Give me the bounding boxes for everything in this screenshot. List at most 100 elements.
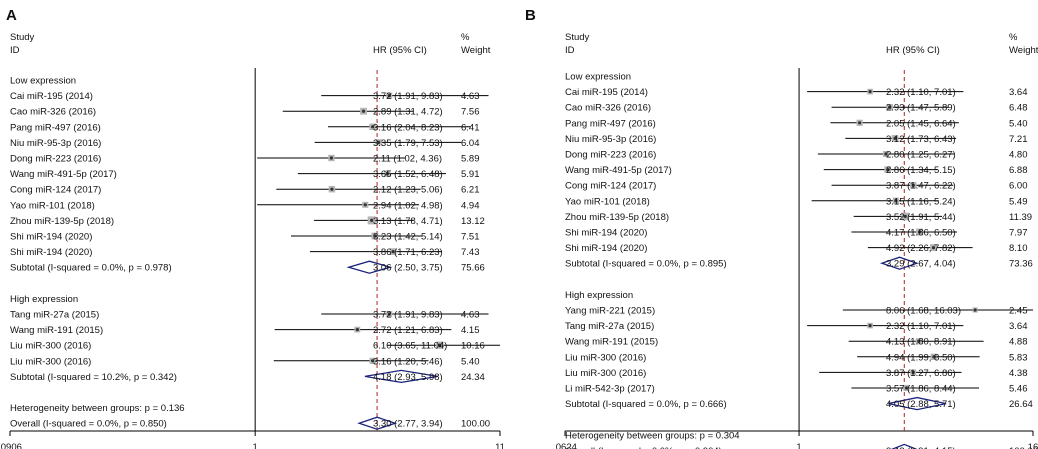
- subtotal-hr-ci: 4.05 (2.88, 5.71): [886, 399, 956, 410]
- study-label: Wang miR-191 (2015): [565, 337, 658, 348]
- header-weight: Weight: [1009, 45, 1038, 56]
- study-weight: 5.89: [461, 154, 480, 165]
- study-point: [868, 90, 872, 94]
- subtotal-label: Subtotal (I-squared = 0.0%, p = 0.978): [10, 263, 172, 274]
- x-tick-label: .0624: [553, 442, 577, 449]
- study-weight: 11.39: [1009, 212, 1032, 223]
- study-hr-ci: 3.72 (1.91, 9.83): [373, 310, 443, 321]
- study-label: Cong miR-124 (2017): [565, 181, 656, 192]
- study-label: Wang miR-491-5p (2017): [10, 169, 117, 180]
- panel-label: A: [6, 7, 17, 24]
- study-weight: 5.46: [1009, 384, 1028, 395]
- header-id: ID: [10, 45, 20, 56]
- forest-plot-b-svg: B Study ID HR (95% CI)% Weight .0624 1 16 Low ex…: [525, 7, 1038, 449]
- x-tick-label: 1: [796, 442, 801, 449]
- study-weight: 5.91: [461, 169, 480, 180]
- forest-plot-panel-a: A Study ID HR (95% CI)% Weight .0906 1 11 Low ex…: [0, 7, 505, 449]
- study-weight: 6.21: [461, 185, 480, 196]
- overall-weight: 100.00: [461, 419, 490, 430]
- subtotal-weight: 75.66: [461, 263, 485, 274]
- x-tick-label: 1: [253, 442, 258, 449]
- group-title: High expression: [565, 290, 633, 301]
- study-label: Tang miR-27a (2015): [10, 310, 99, 321]
- study-hr-ci: 2.80 (1.25, 6.27): [886, 150, 956, 161]
- study-weight: 5.49: [1009, 196, 1028, 207]
- study-label: Li miR-542-3p (2017): [565, 384, 655, 395]
- study-point: [370, 218, 374, 222]
- overall-weight: 100.00: [1009, 446, 1038, 449]
- study-hr-ci: 3.13 (1.78, 4.71): [373, 216, 443, 227]
- study-point: [868, 324, 872, 328]
- study-hr-ci: 2.12 (1.23, 5.06): [373, 185, 443, 196]
- study-hr-ci: 4.94 (1.99, 8.50): [886, 352, 956, 363]
- study-point: [911, 370, 915, 374]
- study-label: Cai miR-195 (2014): [10, 91, 93, 102]
- study-hr-ci: 3.72 (1.91, 9.83): [373, 91, 443, 102]
- study-point: [884, 152, 888, 156]
- subtotal-label: Subtotal (I-squared = 10.2%, p = 0.342): [10, 372, 177, 383]
- subtotal-weight: 26.64: [1009, 399, 1033, 410]
- study-point: [438, 343, 442, 347]
- study-hr-ci: 3.87 (1.47, 6.22): [886, 181, 956, 192]
- study-hr-ci: 2.11 (1.02, 4.36): [373, 154, 442, 165]
- study-label: Pang miR-497 (2016): [565, 118, 656, 129]
- study-weight: 7.56: [461, 107, 480, 118]
- study-hr-ci: 3.87 (1.27, 6.86): [886, 368, 956, 379]
- study-weight: 4.63: [461, 91, 480, 102]
- study-point: [391, 250, 395, 254]
- overall-label: Overall (I-squared = 0.0%, p = 0.904): [565, 446, 722, 449]
- subtotal-label: Subtotal (I-squared = 0.0%, p = 0.895): [565, 259, 727, 270]
- overall-hr-ci: 3.30 (2.77, 3.94): [373, 419, 443, 430]
- study-point: [886, 168, 890, 172]
- study-label: Shi miR-194 (2020): [565, 243, 647, 254]
- study-hr-ci: 3.12 (1.73, 6.43): [886, 134, 956, 145]
- study-label: Liu miR-300 (2016): [565, 368, 646, 379]
- subtotal-hr-ci: 3.06 (2.50, 3.75): [373, 263, 443, 274]
- study-label: Cai miR-195 (2014): [565, 87, 648, 98]
- study-weight: 6.88: [1009, 165, 1028, 176]
- study-hr-ci: 2.72 (1.21, 6.83): [373, 325, 443, 336]
- overall-diamond: [357, 416, 398, 430]
- study-label: Yao miR-101 (2018): [565, 196, 650, 207]
- subtotal-diamond: [888, 396, 947, 411]
- subtotal-hr-ci: 4.18 (2.93, 5.98): [373, 372, 443, 383]
- study-label: Cao miR-326 (2016): [565, 103, 651, 114]
- study-label: Tang miR-27a (2015): [565, 321, 654, 332]
- study-weight: 4.63: [461, 310, 480, 321]
- study-label: Wang miR-191 (2015): [10, 325, 103, 336]
- study-label: Dong miR-223 (2016): [10, 154, 101, 165]
- study-weight: 7.21: [1009, 134, 1028, 145]
- study-weight: 4.94: [461, 200, 480, 211]
- study-label: Niu miR-95-3p (2016): [10, 138, 101, 149]
- study-weight: 5.40: [461, 356, 480, 367]
- study-hr-ci: 3.35 (1.79, 7.53): [373, 138, 443, 149]
- study-weight: 8.10: [1009, 243, 1028, 254]
- study-weight: 5.83: [1009, 352, 1028, 363]
- study-weight: 6.41: [461, 122, 480, 133]
- study-point: [894, 199, 898, 203]
- study-weight: 3.64: [1009, 321, 1028, 332]
- study-weight: 5.40: [1009, 118, 1028, 129]
- study-label: Shi miR-194 (2020): [565, 228, 647, 239]
- study-point: [330, 187, 334, 191]
- study-label: Yang miR-221 (2015): [565, 306, 655, 317]
- group-title: High expression: [10, 294, 78, 305]
- study-hr-ci: 4.92 (2.26, 7.82): [886, 243, 956, 254]
- study-weight: 4.80: [1009, 150, 1028, 161]
- header-study: Study: [10, 32, 35, 43]
- overall-label: Overall (I-squared = 0.0%, p = 0.850): [10, 419, 167, 430]
- header-hr: HR (95% CI): [373, 45, 427, 56]
- header-study: Study: [565, 32, 590, 43]
- forest-plot-panel-b: B Study ID HR (95% CI)% Weight .0624 1 16 Low ex…: [519, 0, 1038, 449]
- study-hr-ci: 2.86 (1.34, 5.15): [886, 165, 956, 176]
- study-point: [377, 140, 381, 144]
- study-weight: 7.51: [461, 232, 480, 243]
- study-point: [371, 359, 375, 363]
- x-tick-label: .0906: [0, 442, 22, 449]
- study-point: [911, 183, 915, 187]
- study-point: [917, 230, 922, 234]
- study-point: [858, 121, 862, 125]
- study-weight: 7.43: [461, 247, 480, 258]
- study-label: Liu miR-300 (2016): [565, 352, 646, 363]
